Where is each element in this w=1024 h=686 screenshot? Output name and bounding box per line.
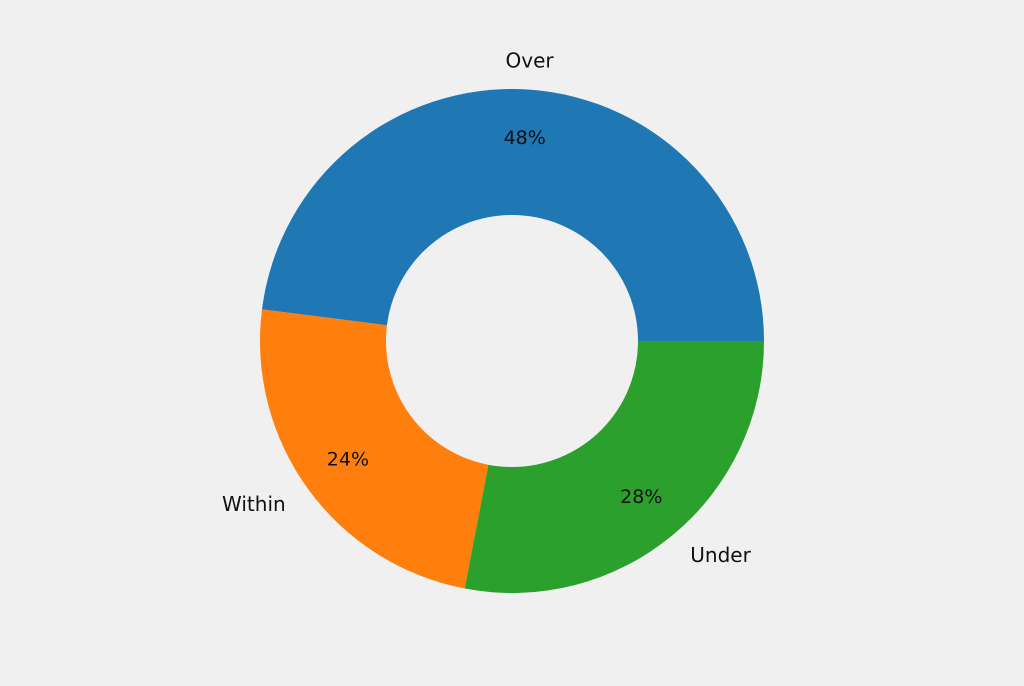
label-group: Over 48% Within 24% Under 28% — [222, 48, 752, 567]
category-label-under: Under — [690, 543, 751, 567]
category-label-over: Over — [506, 48, 555, 72]
percent-label-within: 24% — [327, 449, 369, 471]
category-label-within: Within — [222, 492, 286, 516]
percent-label-over: 48% — [504, 127, 546, 149]
percent-label-under: 28% — [620, 486, 662, 508]
donut-hole — [386, 215, 638, 467]
